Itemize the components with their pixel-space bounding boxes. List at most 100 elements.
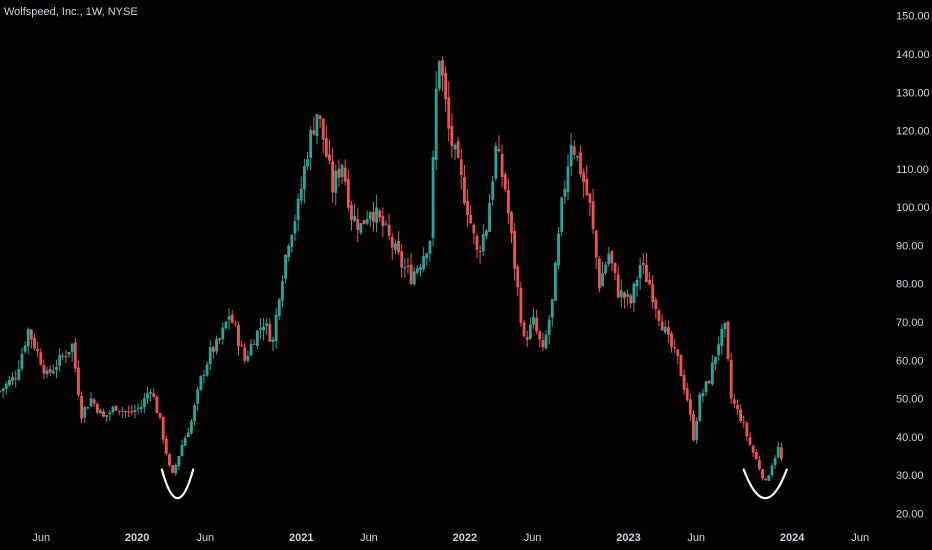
candle-up (604, 264, 608, 274)
candle-down (541, 340, 545, 348)
candle-down (513, 231, 517, 269)
candle-down (682, 375, 686, 390)
candle-down (39, 352, 43, 365)
candle-up (23, 345, 27, 352)
candle-up (626, 294, 630, 297)
candle-up (139, 406, 143, 410)
candle-up (484, 230, 488, 237)
candle-down (641, 262, 645, 265)
candle-down (516, 266, 520, 288)
candle-down (466, 200, 469, 216)
candle-up (635, 279, 639, 287)
candle-down (397, 240, 400, 253)
candle-down (328, 154, 331, 161)
candle-up (83, 407, 87, 418)
price-tick-label: 110.00 (896, 164, 929, 176)
candle-up (67, 351, 71, 355)
candle-down (409, 264, 413, 284)
candle-up (434, 88, 438, 160)
time-axis[interactable]: Jun 2020 Jun 2021 Jun 2022 Jun 2023 Jun 2024 Jun (32, 532, 869, 544)
candle-up (569, 144, 573, 167)
candle-down (233, 323, 237, 325)
candle-up (133, 410, 137, 412)
candle-up (190, 421, 193, 434)
candle-up (284, 255, 287, 279)
candle-up (638, 264, 642, 279)
candle-down (77, 367, 80, 396)
candle-down (350, 204, 353, 221)
candle-down (95, 403, 99, 413)
price-tick-label: 100.00 (896, 202, 930, 214)
candle-up (528, 324, 532, 339)
time-tick-year: 2022 (453, 532, 477, 544)
candle-down (102, 411, 105, 417)
chart-title: Wolfspeed, Inc., 1W, NYSE (4, 6, 138, 18)
candle-down (48, 369, 52, 373)
candle-down (673, 347, 677, 349)
candle-up (601, 273, 604, 287)
candle-down (538, 331, 542, 340)
candle-up (120, 410, 124, 412)
candle-down (378, 210, 382, 218)
candle-up (481, 234, 485, 252)
annotation-arc[interactable] (742, 468, 788, 500)
candle-up (773, 458, 777, 465)
candle-down (36, 348, 40, 352)
candle-down (168, 454, 171, 466)
annotation-arc[interactable] (160, 468, 195, 500)
time-tick-month: Jun (360, 532, 378, 544)
candle-up (425, 253, 429, 258)
candle-up (563, 188, 567, 197)
candle-down (645, 264, 648, 282)
candle-up (196, 389, 200, 404)
candle-down (729, 359, 733, 399)
candle-down (732, 399, 736, 404)
candle-down (381, 215, 385, 227)
candle-up (296, 198, 300, 221)
candle-up (89, 398, 93, 407)
price-tick-label: 60.00 (896, 355, 924, 367)
time-tick-year: 2021 (289, 532, 313, 544)
candle-down (707, 380, 711, 384)
candle-down (406, 266, 410, 268)
candle-up (576, 155, 579, 158)
candle-down (14, 378, 18, 380)
candle-up (20, 353, 24, 369)
candle-down (660, 321, 664, 331)
candle-up (704, 381, 708, 393)
candle-down (450, 125, 454, 146)
candle-down (92, 399, 96, 404)
candle-up (550, 299, 554, 318)
candles-layer (0, 56, 783, 481)
candle-up (149, 392, 153, 394)
candle-down (64, 356, 68, 358)
candle-down (155, 396, 159, 414)
candle-down (268, 324, 272, 342)
candle-down (312, 130, 316, 135)
candle-down (475, 236, 479, 250)
candle-up (494, 145, 498, 179)
candle-up (265, 323, 269, 326)
candle-down (346, 178, 350, 208)
candle-up (491, 181, 495, 200)
candle-up (51, 370, 55, 374)
candle-down (114, 405, 118, 411)
candle-down (525, 337, 529, 340)
candle-up (142, 398, 146, 408)
candle-up (99, 410, 102, 414)
price-axis[interactable]: 20.00 30.00 40.00 50.00 60.00 70.00 80.00 90.00… (896, 11, 930, 521)
candle-down (764, 478, 768, 481)
candle-up (174, 465, 178, 474)
time-tick-month: Jun (196, 532, 214, 544)
candle-down (456, 141, 460, 158)
candle-up (431, 157, 435, 238)
candle-up (215, 338, 218, 352)
candle-up (437, 61, 441, 89)
candle-down (472, 225, 476, 234)
candle-down (441, 60, 444, 76)
candle-down (478, 251, 482, 253)
candle-up (45, 370, 49, 375)
candle-up (384, 223, 388, 225)
candle-down (80, 396, 83, 419)
